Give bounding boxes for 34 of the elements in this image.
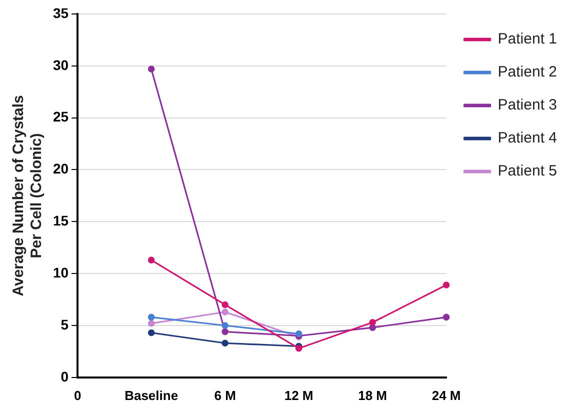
point <box>222 322 228 329</box>
point <box>148 66 155 72</box>
y-tick-label: 30 <box>52 56 69 73</box>
y-tick-label: 15 <box>52 212 69 229</box>
point <box>442 282 450 288</box>
legend-label: Patient 2 <box>498 64 558 81</box>
x-tick-label: Baseline <box>124 388 178 403</box>
x-tick-label: 6 M <box>214 388 236 403</box>
point <box>148 256 155 264</box>
legend-label: Patient 4 <box>498 130 558 147</box>
point <box>222 328 228 336</box>
y-tick-label: 20 <box>52 160 69 177</box>
point <box>222 340 228 347</box>
x-tick-label: 18 M <box>358 388 387 403</box>
x-tick-label: 12 M <box>284 388 314 403</box>
y-tick-label: 35 <box>52 4 69 21</box>
x-tick-label: 24 M <box>432 388 461 403</box>
point <box>148 320 155 327</box>
point <box>442 314 450 321</box>
y-tick-label: 5 <box>60 316 69 332</box>
point <box>369 324 376 331</box>
legend-label: Patient 1 <box>498 30 558 48</box>
legend-label: Patient 5 <box>498 162 558 180</box>
y-tick-label: 0 <box>60 368 69 384</box>
y-tick-label: 25 <box>52 108 69 125</box>
point <box>148 314 155 321</box>
point <box>369 318 376 326</box>
x-tick-label: 0 <box>74 388 82 403</box>
legend-label: Patient 3 <box>498 96 558 114</box>
y-axis-title: Average Number of Crystals Per Cell (Colonic) <box>10 95 46 296</box>
y-tick-label: 10 <box>52 264 69 280</box>
point <box>222 301 228 308</box>
point <box>148 329 155 336</box>
point <box>222 308 228 316</box>
